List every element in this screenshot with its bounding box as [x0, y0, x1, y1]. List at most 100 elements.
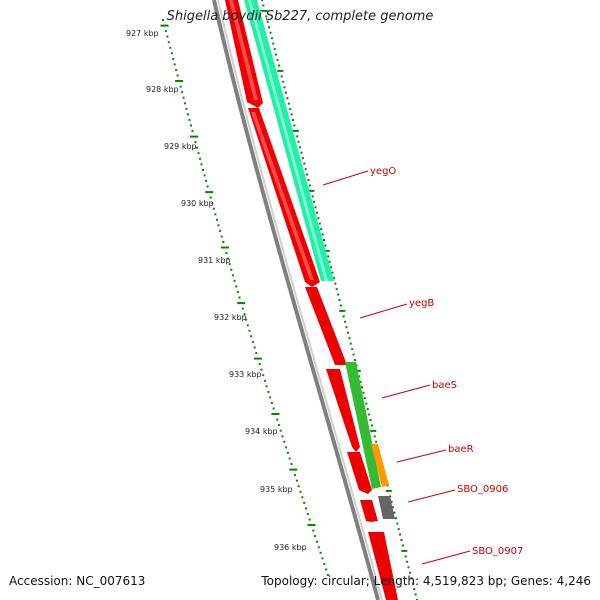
minor-tick	[197, 152, 200, 155]
outer-minor-tick	[410, 577, 413, 580]
minor-tick	[260, 368, 263, 371]
outer-minor-tick	[392, 506, 394, 509]
minor-tick	[164, 30, 167, 33]
minor-tick	[190, 124, 192, 127]
minor-tick	[319, 551, 322, 554]
minor-tick	[230, 268, 233, 271]
outer-minor-tick	[280, 75, 283, 78]
minor-tick	[176, 74, 179, 77]
major-tick	[190, 135, 198, 138]
minor-tick	[327, 574, 329, 576]
minor-tick	[295, 479, 298, 482]
outer-minor-tick	[327, 255, 330, 258]
tick-label: 928 kbp	[146, 85, 179, 94]
outer-major-tick	[292, 129, 299, 132]
outer-minor-tick	[404, 555, 407, 558]
outer-minor-tick	[409, 571, 411, 574]
minor-tick	[169, 46, 172, 49]
outer-minor-tick	[365, 402, 368, 405]
outer-minor-tick	[389, 495, 392, 498]
outer-minor-tick	[369, 419, 372, 421]
minor-tick	[321, 557, 324, 560]
outer-minor-tick	[308, 184, 311, 187]
minor-tick	[212, 207, 215, 210]
outer-minor-tick	[397, 528, 400, 531]
outer-minor-tick	[332, 277, 335, 280]
outer-minor-tick	[293, 124, 296, 127]
outer-major-tick	[401, 549, 408, 552]
minor-tick	[200, 163, 203, 166]
minor-tick	[272, 407, 275, 410]
minor-tick	[286, 451, 289, 454]
outer-minor-tick	[366, 408, 369, 411]
minor-tick	[231, 274, 234, 277]
outer-minor-tick	[282, 80, 285, 83]
outer-minor-tick	[296, 135, 299, 138]
minor-tick	[236, 290, 239, 293]
outer-minor-tick	[390, 500, 393, 503]
minor-tick	[196, 146, 198, 149]
outer-minor-tick	[339, 304, 342, 307]
outer-minor-tick	[399, 533, 402, 536]
minor-tick	[170, 52, 173, 55]
outer-minor-tick	[331, 271, 334, 274]
tick-label: 933 kbp	[229, 370, 262, 379]
outer-minor-tick	[262, 4, 265, 7]
minor-tick	[251, 340, 254, 343]
minor-tick	[317, 546, 320, 549]
outer-minor-tick	[265, 15, 268, 18]
outer-minor-tick	[272, 42, 275, 45]
outer-minor-tick	[344, 320, 347, 323]
outer-minor-tick	[318, 222, 321, 225]
outer-minor-tick	[400, 539, 403, 541]
outer-minor-tick	[320, 228, 323, 231]
minor-tick	[219, 229, 222, 232]
minor-tick	[258, 363, 261, 366]
outer-minor-tick	[285, 91, 287, 94]
outer-minor-tick	[290, 113, 293, 116]
outer-minor-tick	[362, 391, 365, 394]
outer-minor-tick	[359, 380, 362, 383]
outer-minor-tick	[324, 244, 327, 247]
major-tick	[237, 302, 246, 305]
outer-minor-tick	[307, 179, 310, 181]
leader-line	[322, 170, 369, 186]
cds-arrow	[305, 287, 347, 365]
outer-minor-tick	[352, 353, 355, 356]
minor-tick	[216, 218, 218, 221]
minor-tick	[265, 385, 268, 388]
outer-minor-tick	[269, 31, 272, 34]
outer-minor-tick	[375, 440, 378, 443]
minor-tick	[202, 168, 204, 171]
outer-minor-tick	[316, 211, 318, 214]
minor-tick	[283, 440, 286, 443]
outer-major-tick	[354, 369, 361, 372]
outer-minor-tick	[277, 64, 280, 67]
outer-minor-tick	[330, 266, 332, 269]
outer-minor-tick	[275, 53, 278, 56]
minor-tick	[228, 263, 231, 266]
minor-tick	[245, 318, 248, 321]
minor-tick	[217, 224, 220, 227]
minor-tick	[233, 279, 236, 282]
outer-minor-tick	[349, 342, 352, 345]
minor-tick	[225, 252, 228, 255]
tick-label: 927 kbp	[126, 29, 159, 38]
minor-tick	[279, 429, 282, 432]
outer-minor-tick	[393, 511, 396, 514]
leader-line	[421, 550, 471, 565]
minor-tick	[179, 85, 182, 88]
genome-backbone	[212, 0, 380, 600]
minor-tick	[250, 335, 253, 338]
outer-minor-tick	[287, 102, 290, 105]
minor-tick	[191, 130, 194, 132]
gene-labels: yegO yegB baeS baeR SBO_0906 SBO_0907	[322, 166, 523, 565]
minor-tick	[173, 63, 176, 66]
outer-minor-tick	[273, 48, 276, 51]
cds-arrow	[368, 532, 398, 600]
outer-minor-tick	[407, 566, 410, 569]
outer-minor-tick	[283, 86, 286, 89]
outer-major-tick	[323, 249, 330, 252]
outer-minor-tick	[363, 397, 366, 400]
